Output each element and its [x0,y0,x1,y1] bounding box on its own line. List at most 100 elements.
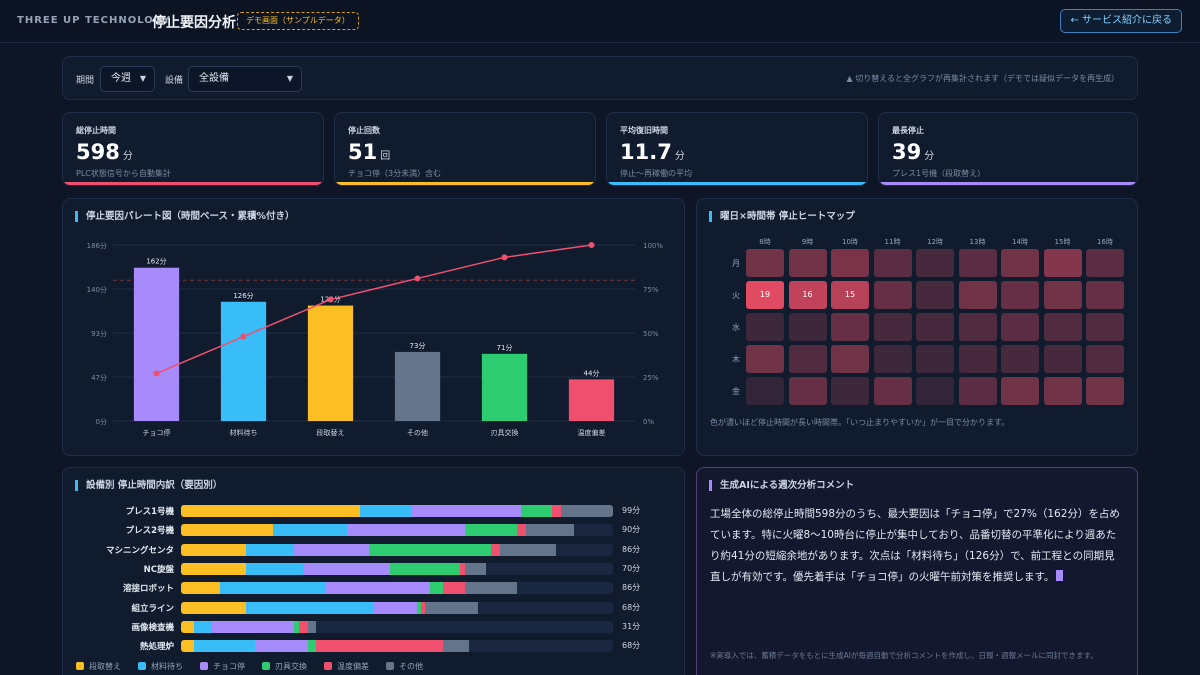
breakdown-track [181,640,613,653]
equipment-total: 68分 [622,602,641,612]
heatmap-x-label: 16時 [1097,238,1113,246]
cumulative-point [501,254,508,261]
kpi-value: 39 分 [892,140,935,164]
legend-swatch [386,662,394,670]
equipment-label: 熱処理炉 [139,642,174,653]
equipment-total: 70分 [622,563,641,573]
breakdown-track [181,524,613,537]
heatmap-cell [788,345,827,373]
breakdown-segment [194,640,256,653]
period-select[interactable]: 今週 ▼ [100,66,155,92]
legend-item: 段取替え [76,661,121,672]
legend-item: 温度偏差 [324,661,369,672]
heatmap-cell [873,281,912,309]
kpi-card-total-downtime: 総停止時間 598 分 PLC状態信号から自動集計 [62,112,324,186]
breakdown-segment [517,524,526,537]
heatmap-cell [1086,313,1124,341]
x-tick-label: 段取替え [317,428,345,437]
filter-bar: 期間 今週 ▼ 設備 全設備 ▼ ▲ 切り替えると全グラフが再集計されます（デモ… [62,56,1138,100]
kpi-label: 平均復旧時間 [620,126,668,135]
heatmap-x-label: 14時 [1012,238,1028,246]
back-to-service-button[interactable]: ← サービス紹介に戻る [1060,9,1182,33]
heatmap-cell [1043,377,1082,405]
breakdown-segment [181,620,195,633]
heatmap-x-label: 12時 [927,238,943,246]
heatmap-x-label: 15時 [1054,238,1071,246]
breakdown-segment [525,524,574,537]
breakdown-segment [490,543,500,556]
breakdown-segment [303,562,391,575]
breakdown-segment [316,640,443,653]
breakdown-track [181,562,613,575]
heatmap-cell: 15 [831,281,869,309]
heatmap-cell [916,377,954,405]
pareto-bar [481,353,528,421]
breakdown-segment [425,601,478,614]
y-tick-label: 47分 [91,373,107,382]
heatmap-cell [1086,281,1124,309]
heatmap-cell [1001,345,1039,373]
legend-swatch [324,662,332,670]
heatmap-cell [831,377,869,405]
breakdown-segment [298,620,308,633]
pareto-title: 停止要因パレート図（時間ベース・累積%付き） [75,211,295,222]
equipment-label: NC旋盤 [143,564,174,575]
equipment-total: 68分 [622,641,641,651]
bar-value-label: 126分 [233,291,253,300]
breakdown-segment [442,640,469,653]
breakdown-segment [464,582,517,595]
kpi-sub: プレス1号機（段取替え） [892,169,986,178]
breakdown-segment [464,562,487,575]
breakdown-segment [272,524,347,537]
x-tick-label: 温度偏差 [578,428,606,437]
chevron-down-icon: ▼ [286,74,293,83]
ai-note: ※実導入では、蓄積データをもとに生成AIが毎週自動で分析コメントを作成し、日報・… [710,651,1098,660]
pareto-bar [220,301,267,421]
breakdown-segment [181,505,360,517]
equipment-label: 設備 [165,76,184,86]
breakdown-segment [181,582,221,595]
breakdown-row: マシニングセンタ 86分 [63,543,686,557]
breakdown-segment [368,543,491,556]
breakdown-segment [307,620,317,633]
heatmap-cell [1043,281,1082,309]
legend-item: その他 [386,661,423,672]
heatmap-cell [1086,249,1124,277]
breakdown-segment [220,582,325,595]
equipment-select[interactable]: 全設備 ▼ [188,66,302,92]
heatmap-cell [1001,377,1039,405]
breakdown-track [181,543,613,556]
y2-tick-label: 75% [643,286,659,294]
breakdown-segment [294,620,299,633]
cumulative-point [588,242,595,248]
breakdown-segment [346,524,465,537]
breakdown-segment [359,505,413,517]
breakdown-segment [181,524,273,537]
equipment-total: 86分 [622,583,641,593]
y-tick-label: 140分 [87,285,107,294]
heatmap-cell [746,313,784,341]
legend-item: 材料待ち [138,661,183,672]
breakdown-segment [460,562,465,575]
breakdown-row: プレス1号機 99分 [63,504,686,518]
breakdown-track [181,582,613,595]
heatmap-cell [1086,377,1124,405]
pareto-panel: 停止要因パレート図（時間ベース・累積%付き） 0分 47分 93分 140分 186分 0… [62,198,685,456]
kpi-accent-bar [63,182,323,185]
breakdown-segment [194,620,212,633]
page-title: 停止要因分析 [152,15,236,31]
breakdown-segment [307,640,317,653]
breakdown-segment [464,524,517,537]
legend-swatch [76,662,84,670]
heatmap-cell [1043,313,1082,341]
equipment-total: 31分 [622,621,641,631]
breakdown-segment [211,620,295,633]
breakdown-title: 設備別 停止時間内訳（要因別） [75,480,222,491]
kpi-sub: チョコ停（3分未満）含む [348,169,442,178]
heatmap-cell [873,249,912,277]
heatmap-x-label: 10時 [842,238,858,246]
kpi-value: 598 分 [76,140,133,164]
heatmap-note: 色が濃いほど停止時間が長い時間帯。「いつ止まりやすいか」が一目で分かります。 [710,418,1010,427]
breakdown-segment [246,562,304,575]
breakdown-row: 熱処理炉 68分 [63,639,686,653]
